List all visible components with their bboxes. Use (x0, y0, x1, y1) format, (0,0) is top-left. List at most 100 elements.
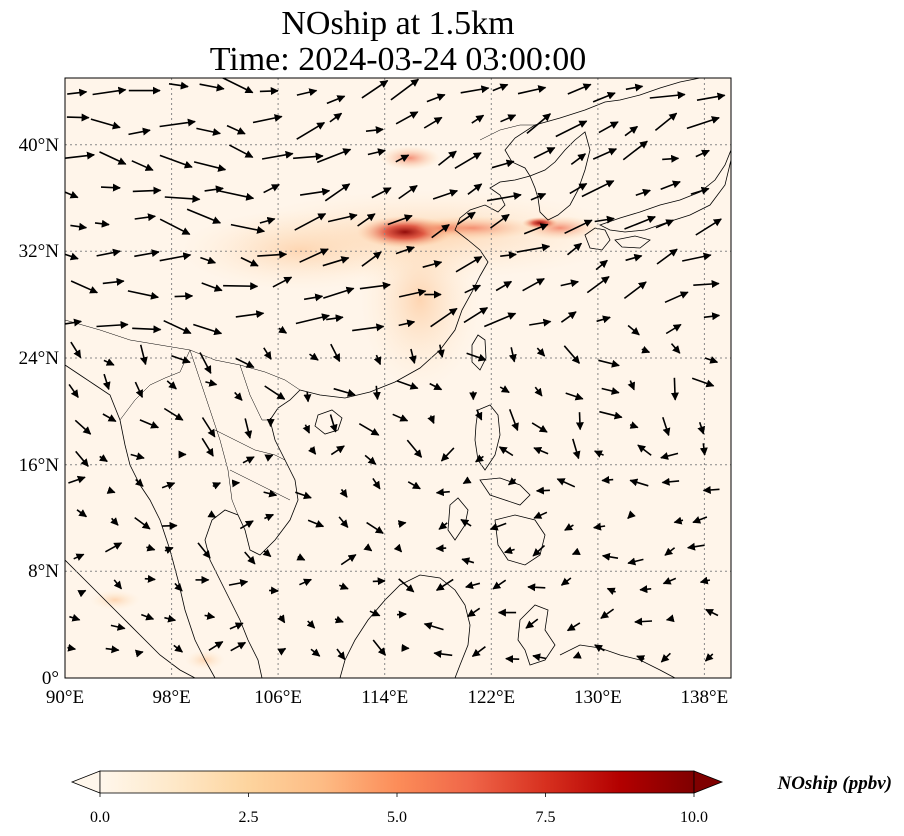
wind-arrow (508, 347, 517, 363)
wind-arrow (171, 355, 191, 364)
wind-arrow (264, 513, 275, 522)
wind-arrow (134, 516, 151, 530)
wind-arrow (134, 249, 160, 258)
wind-arrow (239, 520, 254, 530)
wind-arrow (306, 620, 316, 629)
wind-arrow (144, 574, 156, 583)
wind-arrow (199, 352, 212, 375)
wind-arrow (407, 481, 421, 490)
wind-arrow (627, 380, 636, 391)
wind-arrow (163, 319, 192, 335)
wind-arrow (357, 213, 376, 227)
wind-arrow (338, 516, 349, 529)
wind-arrow (637, 444, 652, 456)
wind-arrow (564, 219, 593, 235)
wind-arrow (467, 183, 483, 195)
wind-arrow (324, 183, 351, 202)
wind-arrow (299, 578, 312, 587)
wind-arrow (110, 623, 126, 631)
wind-arrow (204, 611, 216, 620)
wind-arrow (92, 86, 127, 96)
wind-arrow (398, 288, 427, 298)
wind-arrow (199, 83, 225, 92)
wind-arrow (100, 183, 121, 192)
wind-arrow (533, 146, 556, 159)
wind-arrow (560, 577, 572, 586)
wind-arrow (329, 414, 338, 433)
wind-arrow (460, 518, 472, 527)
coastline-new-guinea (559, 644, 676, 678)
wind-arrow (205, 379, 218, 387)
wind-arrow (670, 377, 679, 401)
wind-arrow (606, 587, 616, 596)
wind-vectors (65, 78, 726, 663)
wind-arrow (164, 194, 201, 203)
wind-arrow (302, 424, 311, 434)
wind-arrow (429, 382, 443, 391)
wind-arrow (433, 650, 453, 658)
wind-arrow (436, 344, 445, 358)
lat-tick-label: 32°N (19, 241, 60, 262)
wind-arrow (252, 114, 283, 124)
wind-arrow (635, 188, 651, 197)
wind-arrow (673, 516, 684, 525)
wind-arrow (263, 347, 272, 360)
wind-arrow (277, 614, 286, 624)
wind-arrow (629, 421, 639, 429)
wind-arrow (398, 319, 416, 328)
wind-arrow (372, 385, 381, 401)
wind-arrow (366, 521, 384, 534)
wind-arrow (208, 641, 224, 651)
wind-arrow (244, 418, 253, 439)
wind-arrow (66, 113, 90, 122)
wind-arrow (131, 160, 154, 171)
wind-arrow (406, 439, 423, 458)
wind-arrow (627, 510, 636, 519)
wind-arrow (242, 456, 255, 464)
wind-arrow (629, 478, 649, 487)
wind-arrow (334, 615, 344, 624)
wind-arrow (625, 83, 644, 92)
wind-arrow (372, 577, 386, 586)
wind-arrow (566, 622, 581, 632)
wind-arrow (326, 95, 346, 105)
wind-arrow (586, 275, 610, 294)
wind-arrow (702, 485, 720, 494)
wind-arrow (594, 215, 615, 224)
wind-arrow (359, 281, 391, 290)
wind-arrow (522, 278, 545, 292)
wind-arrow (535, 486, 550, 495)
wind-arrow (221, 78, 254, 94)
wind-arrow (435, 488, 450, 497)
wind-arrow (489, 522, 507, 531)
wind-arrow (307, 519, 325, 528)
wind-arrow (200, 256, 217, 265)
wind-arrow (212, 482, 222, 490)
map-panel (65, 78, 731, 678)
wind-arrow (159, 154, 193, 169)
wind-arrow (665, 323, 682, 335)
wind-arrow (593, 450, 604, 458)
colorbar-tick-label: 5.0 (387, 809, 407, 826)
colorbar-tick-label: 0.0 (90, 809, 110, 826)
coastline-east-asia (299, 78, 701, 399)
wind-arrow (686, 116, 720, 130)
wind-arrow (491, 159, 515, 169)
wind-arrow (427, 415, 435, 425)
wind-arrow (358, 423, 380, 436)
wind-arrow (387, 214, 413, 226)
wind-arrow (277, 647, 287, 656)
wind-arrow (462, 476, 472, 485)
wind-arrow (229, 622, 244, 630)
lon-tick-label: 90°E (46, 687, 84, 708)
wind-arrow (371, 187, 392, 199)
wind-arrow (278, 325, 288, 334)
wind-arrow (296, 121, 326, 140)
wind-arrow (398, 578, 415, 593)
wind-arrow (372, 639, 387, 656)
wind-arrow (231, 479, 241, 488)
wind-arrow (102, 277, 125, 286)
wind-arrow (310, 648, 321, 657)
wind-arrow (367, 148, 386, 157)
colorbar-label: NOship (ppbv) (776, 773, 892, 794)
